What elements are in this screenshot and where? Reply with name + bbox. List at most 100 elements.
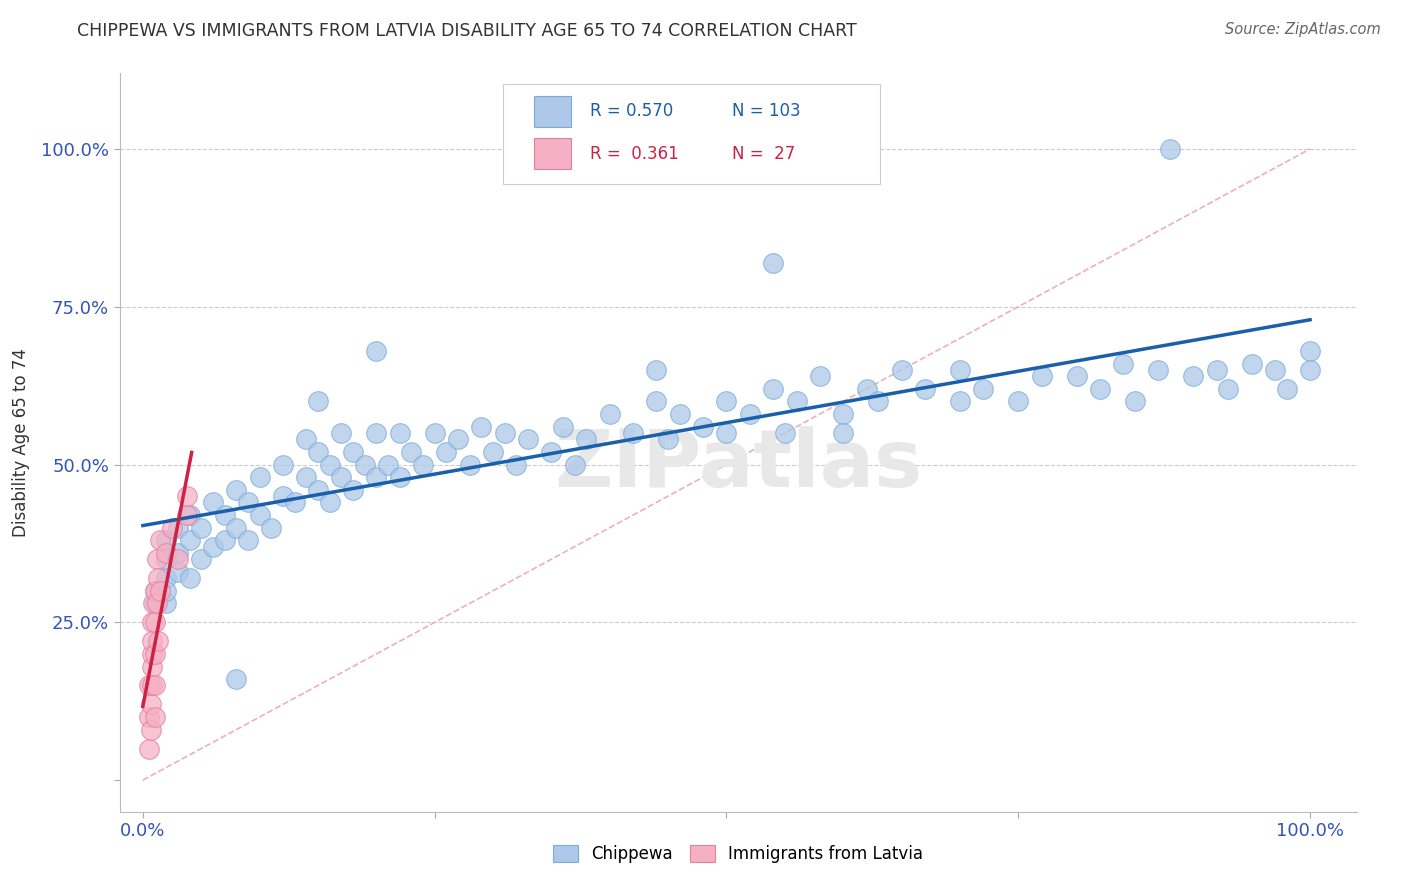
Point (564, 458, 586, 472)
Point (668, 407, 690, 421)
Point (201, 495, 224, 509)
Point (141, 659, 163, 673)
FancyBboxPatch shape (534, 95, 571, 127)
Point (190, 552, 212, 566)
Point (214, 508, 236, 522)
Point (855, 382, 877, 396)
Point (295, 470, 318, 484)
Point (167, 521, 190, 535)
Point (141, 678, 163, 692)
Point (657, 432, 679, 446)
Point (447, 432, 470, 446)
Text: Source: ZipAtlas.com: Source: ZipAtlas.com (1225, 22, 1381, 37)
Point (318, 495, 340, 509)
Point (141, 634, 163, 648)
Point (138, 678, 160, 692)
Point (716, 425, 738, 440)
Point (458, 458, 481, 472)
Point (401, 445, 423, 459)
Point (307, 445, 329, 459)
Point (176, 489, 198, 503)
Y-axis label: Disability Age 65 to 74: Disability Age 65 to 74 (13, 348, 30, 537)
FancyBboxPatch shape (534, 138, 571, 169)
Point (645, 394, 668, 409)
Point (142, 596, 165, 610)
Point (342, 445, 364, 459)
Point (1299, 343, 1322, 358)
Point (146, 552, 169, 566)
Point (249, 470, 271, 484)
Point (762, 382, 785, 396)
Point (330, 425, 353, 440)
Point (307, 394, 329, 409)
Point (141, 647, 163, 661)
Point (167, 565, 190, 579)
Point (773, 425, 796, 440)
Point (1123, 394, 1146, 409)
Point (190, 521, 212, 535)
Point (160, 521, 183, 535)
Point (1299, 363, 1322, 377)
Point (236, 495, 259, 509)
Point (143, 678, 166, 692)
Point (149, 583, 172, 598)
Point (599, 407, 621, 421)
Point (949, 363, 972, 377)
Point (249, 508, 271, 522)
Point (155, 552, 177, 566)
Point (146, 634, 169, 648)
Point (949, 394, 972, 409)
Point (342, 483, 364, 497)
Point (1007, 394, 1029, 409)
Point (155, 583, 177, 598)
Point (1031, 369, 1053, 384)
Point (143, 710, 166, 724)
Point (434, 445, 457, 459)
Point (482, 445, 505, 459)
Point (494, 425, 516, 440)
Point (621, 425, 644, 440)
Point (271, 458, 294, 472)
Point (143, 647, 166, 661)
Point (832, 425, 855, 440)
Point (1240, 357, 1263, 371)
FancyBboxPatch shape (503, 84, 880, 184)
Point (412, 458, 434, 472)
Point (423, 425, 446, 440)
Point (692, 419, 714, 434)
Point (271, 489, 294, 503)
Point (762, 255, 785, 269)
Point (738, 407, 761, 421)
Point (225, 672, 247, 686)
Text: CHIPPEWA VS IMMIGRANTS FROM LATVIA DISABILITY AGE 65 TO 74 CORRELATION CHART: CHIPPEWA VS IMMIGRANTS FROM LATVIA DISAB… (77, 22, 858, 40)
Point (139, 723, 162, 737)
Point (295, 432, 318, 446)
Point (1182, 369, 1205, 384)
Point (551, 419, 574, 434)
Point (149, 533, 172, 548)
Point (808, 369, 831, 384)
Point (1275, 382, 1298, 396)
Point (540, 445, 562, 459)
Point (914, 382, 936, 396)
Point (179, 508, 201, 522)
Point (143, 583, 166, 598)
Point (284, 495, 307, 509)
Point (143, 583, 166, 598)
Text: R = 0.570: R = 0.570 (589, 103, 673, 120)
Point (1147, 363, 1170, 377)
Point (138, 710, 160, 724)
Point (470, 419, 492, 434)
Point (146, 596, 169, 610)
Point (388, 425, 411, 440)
Point (868, 394, 890, 409)
Point (832, 407, 855, 421)
Point (972, 382, 994, 396)
Point (1218, 382, 1240, 396)
Point (146, 571, 169, 585)
Point (155, 533, 177, 548)
Point (388, 470, 411, 484)
Point (330, 470, 353, 484)
Point (716, 394, 738, 409)
Point (167, 546, 190, 560)
